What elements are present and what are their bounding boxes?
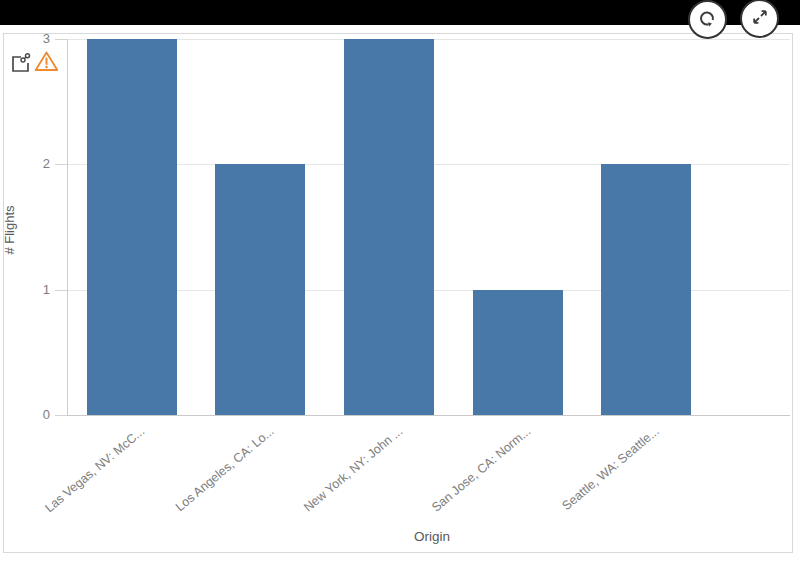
refresh-icon [697, 8, 718, 32]
x-tick-label[interactable]: San Jose, CA: Norm... [429, 424, 533, 515]
y-tick-mark [55, 164, 67, 165]
y-tick-mark [55, 290, 67, 291]
expand-button[interactable] [740, 0, 779, 38]
y-tick-label: 3 [20, 31, 50, 47]
bar[interactable] [344, 39, 434, 415]
y-tick-label: 1 [20, 282, 50, 298]
bar[interactable] [87, 39, 177, 415]
x-axis-baseline [67, 415, 790, 416]
y-tick-label: 2 [20, 156, 50, 172]
refresh-button[interactable] [688, 0, 727, 39]
bar[interactable] [473, 290, 563, 415]
warning-triangle-icon[interactable] [33, 49, 60, 74]
bar[interactable] [601, 164, 691, 415]
y-tick-mark [55, 39, 67, 40]
y-tick-label: 0 [20, 407, 50, 423]
bar[interactable] [215, 164, 305, 415]
chart-card: 0 1 2 3 Las Vegas, NV: McC... Los Angeles, CA… [3, 33, 793, 553]
x-tick-label[interactable]: Las Vegas, NV: McC... [43, 424, 148, 515]
y-tick-mark [55, 415, 67, 416]
expand-icon [750, 7, 770, 30]
x-tick-label[interactable]: Seattle, WA: Seattle... [560, 424, 662, 513]
y-axis-title: # Flights [2, 197, 18, 263]
x-axis-title: Origin [332, 529, 532, 544]
exploration-link-icon[interactable] [9, 53, 31, 73]
x-tick-label[interactable]: Los Angeles, CA: Lo... [173, 424, 277, 514]
y-axis-line [67, 39, 68, 415]
top-black-bar [0, 0, 800, 25]
app-screen: 0 1 2 3 Las Vegas, NV: McC... Los Angeles, CA… [0, 0, 800, 563]
x-tick-label[interactable]: New York, NY: John ... [301, 424, 405, 515]
